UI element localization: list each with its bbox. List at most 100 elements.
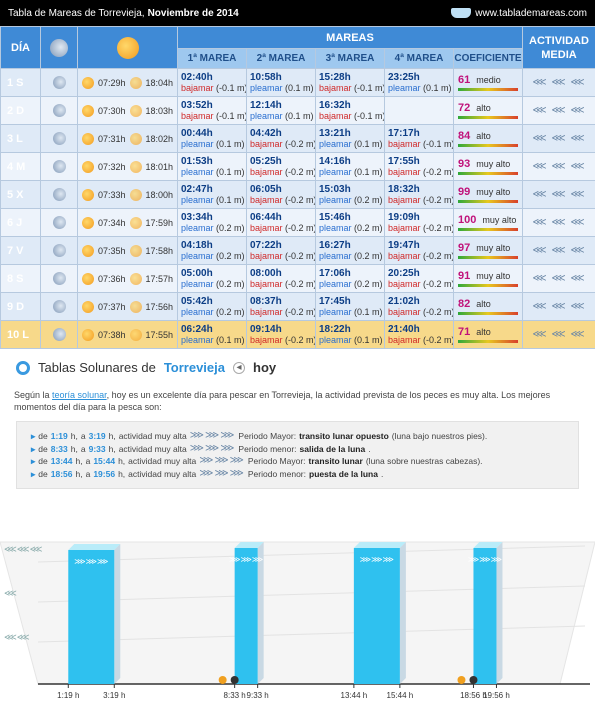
sun-times: 07:35h 17:58h [77, 236, 178, 265]
activity-cell: ⋘ ⋘ ⋘ [522, 180, 595, 209]
coef-bar [458, 200, 518, 203]
sun-times: 07:38h 17:55h [77, 320, 178, 349]
title-date: Noviembre de 2014 [147, 7, 239, 19]
tide-cell: 04:42h bajamar (-0.2 m) [246, 124, 316, 153]
sunset: 17:58h [145, 245, 174, 256]
tide-cell: 00:44h pleamar (0.1 m) [177, 124, 247, 153]
tide-time: 07:22h [250, 239, 282, 251]
x-tick-label: 15:44 h [387, 691, 414, 700]
tide-time: 02:47h [181, 183, 213, 195]
coef-level: muy alto [476, 159, 511, 169]
tide-height: (0.1 m) [423, 82, 452, 93]
sun-icon [81, 300, 94, 313]
tide-cell: 01:53h pleamar (0.1 m) [177, 152, 247, 181]
fish-icon: ⋙⋙⋙ [189, 442, 236, 454]
tide-time: 05:25h [250, 155, 282, 167]
table-row: 5 X 07:33h 18:00h 02:47h pleamar (0.1 m) 06:0… [0, 180, 595, 209]
tide-time: 03:52h [181, 99, 213, 111]
tide-height: (0.1 m) [285, 110, 314, 121]
coef-bar [458, 340, 518, 343]
tide-type: pleamar [181, 334, 214, 345]
tide-cell: 16:32h bajamar (-0.1 m) [315, 96, 385, 125]
sunset-icon [129, 188, 142, 201]
sunrise: 07:38h [97, 329, 126, 340]
activity-cell: ⋘ ⋘ ⋘ [522, 292, 595, 321]
solunar-panel: Tablas Solunares de Torrevieja ◂ hoy Seg… [0, 352, 595, 718]
prev-day-button[interactable]: ◂ [233, 361, 245, 374]
tide-height: (-0.2 m) [285, 306, 316, 317]
fish-icon: ⋙⋙⋙ [229, 555, 263, 564]
solunar-heading: Tablas Solunares de [38, 360, 156, 375]
coef-bar [458, 172, 518, 175]
col-marea-3: 3ª MAREA [315, 48, 385, 69]
tide-height: (-0.2 m) [285, 250, 316, 261]
tide-time: 06:05h [250, 183, 282, 195]
moon-icon [50, 38, 68, 57]
sun-header [77, 26, 178, 69]
activity-bar[interactable] [234, 548, 258, 684]
tide-cell: 03:52h bajamar (-0.1 m) [177, 96, 247, 125]
coef-level: alto [476, 103, 491, 113]
tide-table: DÍA MAREAS ACTIVIDAD MEDIA 1ª MAREA 2ª M… [0, 26, 595, 349]
bar-side [399, 542, 406, 684]
tide-cell: 07:22h bajamar (-0.2 m) [246, 236, 316, 265]
moon-icon [52, 188, 66, 201]
sun-times: 07:29h 18:04h [77, 68, 178, 97]
sun-times: 07:32h 18:01h [77, 152, 178, 181]
tide-time: 06:24h [181, 323, 213, 335]
sun-icon [81, 76, 94, 89]
tide-type: bajamar [388, 194, 421, 205]
sun-times: 07:37h 17:56h [77, 292, 178, 321]
tide-time: 06:44h [250, 211, 282, 223]
arrow-icon: ▸ [31, 456, 36, 466]
moon-icon [52, 300, 66, 313]
tide-height: (-0.1 m) [423, 138, 454, 149]
y-level-icon: ⋘⋘⋘ [4, 544, 43, 554]
tide-type: pleamar [181, 306, 214, 317]
activity-cell: ⋘ ⋘ ⋘ [522, 236, 595, 265]
row-day: 1 S [0, 68, 41, 97]
tide-time: 23:25h [388, 71, 420, 83]
tide-type: pleamar [181, 250, 214, 261]
tide-height: (-0.2 m) [285, 334, 316, 345]
fish-icon: ⋙⋙⋙ [189, 430, 236, 441]
tide-height: (-0.2 m) [423, 194, 454, 205]
tide-time: 09:14h [250, 323, 282, 335]
tide-time: 04:18h [181, 239, 213, 251]
tide-cell: 05:25h bajamar (-0.2 m) [246, 152, 316, 181]
sun-icon [81, 160, 94, 173]
moon-icon [52, 244, 66, 257]
tide-type: bajamar [388, 138, 421, 149]
tide-cell: 02:47h pleamar (0.1 m) [177, 180, 247, 209]
tide-type: bajamar [388, 166, 421, 177]
x-tick-label: 9:33 h [247, 691, 269, 700]
sunset: 17:55h [145, 329, 174, 340]
tide-cell: 23:25h pleamar (0.1 m) [384, 68, 454, 97]
sun-icon [81, 272, 94, 285]
tide-cell: 16:27h pleamar (0.2 m) [315, 236, 385, 265]
activity-bar[interactable] [473, 548, 497, 684]
coef-cell: 82 alto [453, 292, 523, 321]
sunset-icon [129, 160, 142, 173]
tide-height: (-0.2 m) [285, 194, 316, 205]
coef-value: 72 [458, 102, 471, 114]
activity-bar[interactable] [353, 548, 400, 684]
coef-cell: 61 medio [453, 68, 523, 97]
x-tick-label: 1:19 h [57, 691, 79, 700]
coef-cell: 91 muy alto [453, 264, 523, 293]
moon-icon [52, 76, 66, 89]
coef-value: 99 [458, 186, 471, 198]
tide-type: bajamar [250, 222, 283, 233]
fish-icon: ⋘ ⋘ ⋘ [532, 329, 586, 340]
col-marea-4: 4ª MAREA [384, 48, 454, 69]
tide-type: pleamar [319, 278, 352, 289]
solunar-theory-link[interactable]: teoría solunar [52, 390, 107, 400]
tide-type: bajamar [319, 110, 352, 121]
sun-icon [81, 104, 94, 117]
row-day: 3 L [0, 124, 41, 153]
fish-icon: ⋘ ⋘ ⋘ [532, 161, 586, 172]
bar-top [353, 542, 406, 548]
site-link[interactable]: www.tablademareas.com [451, 8, 587, 19]
sun-icon [81, 132, 94, 145]
activity-bar[interactable] [68, 550, 115, 684]
